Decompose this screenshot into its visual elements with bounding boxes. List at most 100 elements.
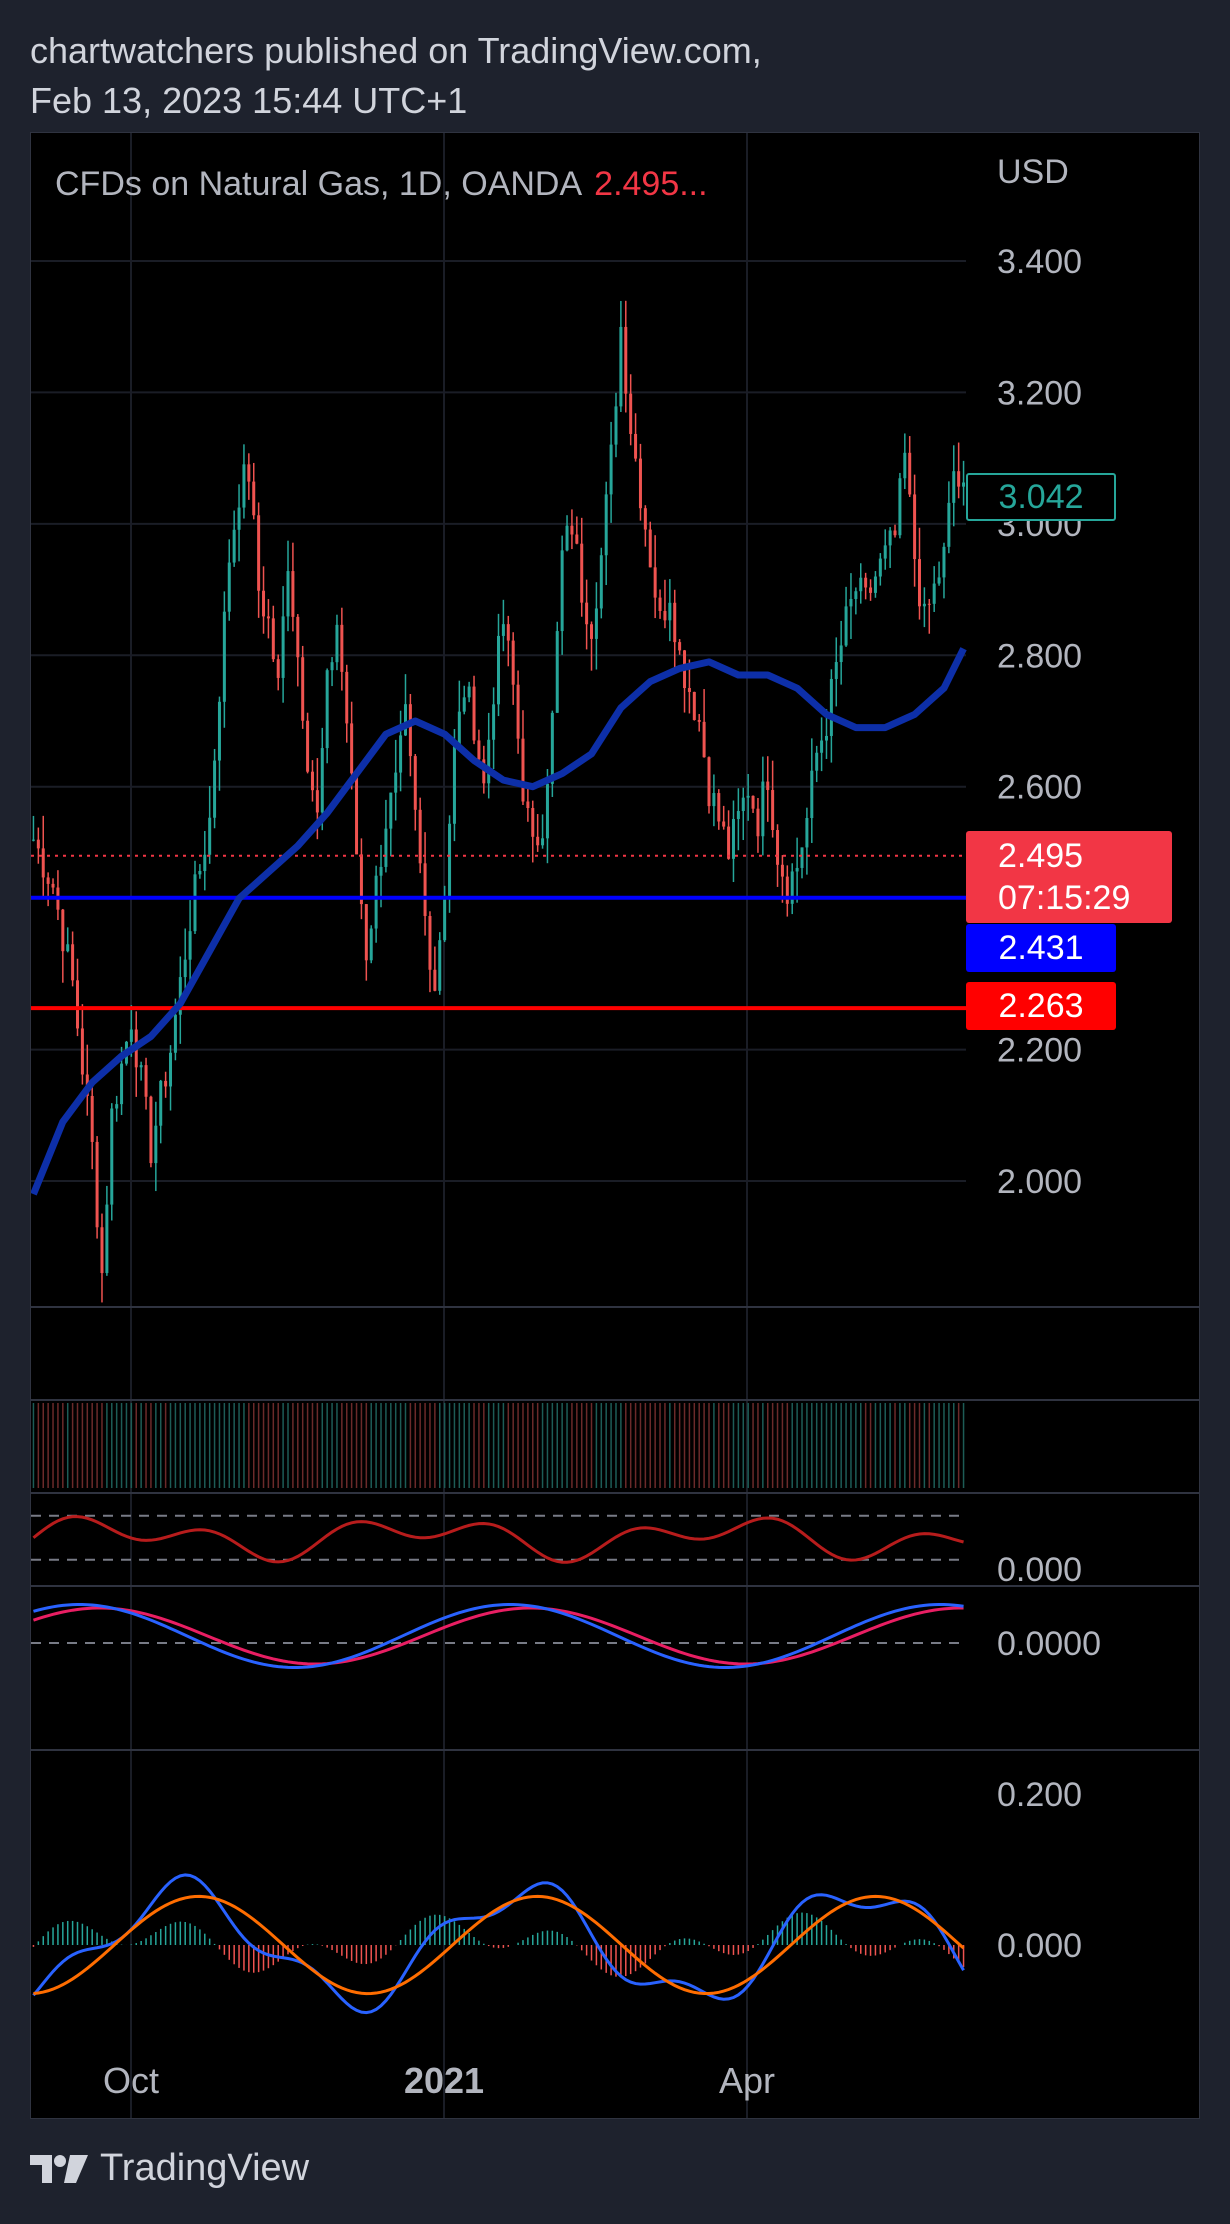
candle-body-121 (624, 326, 628, 394)
symbol-title: CFDs on Natural Gas, 1D, OANDA 2.495... (55, 165, 708, 204)
candle-body-58 (315, 790, 319, 813)
candle-body-44 (247, 464, 251, 482)
candle-body-128 (658, 597, 662, 611)
candle-body-88 (462, 697, 466, 712)
candle-body-38 (217, 701, 221, 761)
candle-body-104 (541, 838, 545, 846)
candle-body-24 (149, 1096, 153, 1164)
candle-body-57 (310, 771, 314, 791)
candle-body-30 (178, 977, 182, 1015)
candle-body-33 (193, 874, 197, 932)
candle-body-132 (678, 642, 682, 651)
blue-level-tag: 2.431 (966, 924, 1116, 972)
last-close-tag: 3.042 (966, 473, 1116, 521)
candle-body-111 (575, 534, 579, 544)
candle-body-22 (139, 1065, 143, 1068)
candle-body-153 (780, 864, 784, 877)
candle-body-135 (692, 691, 696, 720)
candle-body-146 (746, 795, 750, 798)
candle-body-120 (619, 326, 623, 407)
time-label-2: Apr (719, 2060, 775, 2101)
price-tick-1: 3.200 (997, 374, 1082, 412)
candle-body-1 (36, 839, 40, 849)
candle-body-39 (222, 611, 226, 702)
candle-body-97 (506, 624, 510, 641)
candle-body-73 (389, 792, 393, 829)
candle-body-61 (330, 662, 334, 671)
candle-body-94 (492, 704, 496, 740)
candle-body-113 (585, 602, 589, 625)
candle-body-189 (957, 471, 961, 487)
candle-body-91 (477, 740, 481, 760)
candle-body-156 (795, 867, 799, 872)
candle-body-176 (893, 530, 897, 536)
candle-body-100 (521, 738, 525, 802)
candle-body-80 (423, 863, 427, 916)
symbol-name: CFDs on Natural Gas, 1D, OANDA (55, 165, 583, 203)
candle-body-63 (340, 624, 344, 672)
candle-body-125 (643, 508, 647, 530)
footer-brand[interactable]: TradingView (30, 2147, 309, 2190)
current-price-value: 2.495 (998, 837, 1084, 875)
stoch-axis-label: 0.0000 (997, 1625, 1101, 1663)
candle-body-34 (198, 870, 202, 875)
candle-body-51 (281, 616, 285, 678)
candle-body-76 (403, 704, 407, 736)
candle-body-149 (761, 781, 765, 837)
candle-body-87 (457, 711, 461, 747)
candle-body-112 (580, 543, 584, 603)
red-level-tag: 2.263 (966, 982, 1116, 1030)
candle-body-109 (565, 525, 569, 551)
candle-body-77 (408, 704, 412, 757)
candle-body-185 (937, 577, 941, 584)
current-price-tag: 2.495 07:15:29 (966, 831, 1172, 923)
candle-body-74 (394, 772, 398, 793)
candle-body-47 (262, 590, 266, 617)
candle-body-4 (51, 883, 55, 888)
candle-body-182 (922, 603, 926, 607)
candle-body-10 (80, 1028, 84, 1075)
candle-body-180 (913, 494, 917, 560)
candle-body-178 (903, 452, 907, 479)
candle-body-53 (291, 571, 295, 617)
candle-body-23 (144, 1065, 148, 1097)
candle-body-136 (697, 719, 701, 722)
rsi-axis-label: 0.000 (997, 1551, 1082, 1589)
candle-body-86 (452, 746, 456, 824)
candle-body-62 (335, 624, 339, 663)
blue-level-value: 2.431 (998, 929, 1084, 967)
candle-body-143 (731, 819, 735, 859)
candle-body-69 (369, 928, 373, 961)
candle-body-82 (433, 969, 437, 991)
candle-body-137 (702, 721, 706, 758)
candle-body-116 (599, 555, 603, 609)
candle-body-107 (555, 631, 559, 713)
candle-body-110 (570, 525, 574, 535)
candle-body-181 (917, 559, 921, 607)
publisher-line: chartwatchers published on TradingView.c… (30, 30, 762, 71)
candle-body-152 (776, 830, 780, 865)
candle-body-188 (952, 471, 956, 503)
candle-body-79 (418, 809, 422, 864)
candle-body-6 (61, 909, 65, 952)
candle-body-46 (257, 515, 261, 591)
symbol-last-price: 2.495... (594, 165, 708, 203)
candle-body-102 (531, 808, 535, 837)
candle-body-169 (859, 577, 863, 592)
candle-body-28 (169, 1052, 173, 1087)
currency-label: USD (997, 153, 1069, 191)
candle-body-20 (129, 1029, 133, 1042)
candle-body-165 (839, 645, 843, 663)
chart-frame[interactable]: 3.400 3.200 3.000 2.800 2.600 2.200 2.000 Oct 20… (30, 132, 1200, 2119)
price-tick-3: 2.800 (997, 637, 1082, 675)
candle-body-150 (766, 781, 770, 791)
candle-body-27 (164, 1080, 168, 1087)
candle-body-187 (947, 502, 951, 547)
candle-body-162 (824, 735, 828, 741)
price-tick-0: 3.400 (997, 243, 1082, 281)
candle-body-3 (46, 877, 50, 884)
candle-body-56 (306, 720, 310, 772)
candle-body-96 (501, 624, 505, 636)
candle-body-50 (276, 659, 280, 678)
